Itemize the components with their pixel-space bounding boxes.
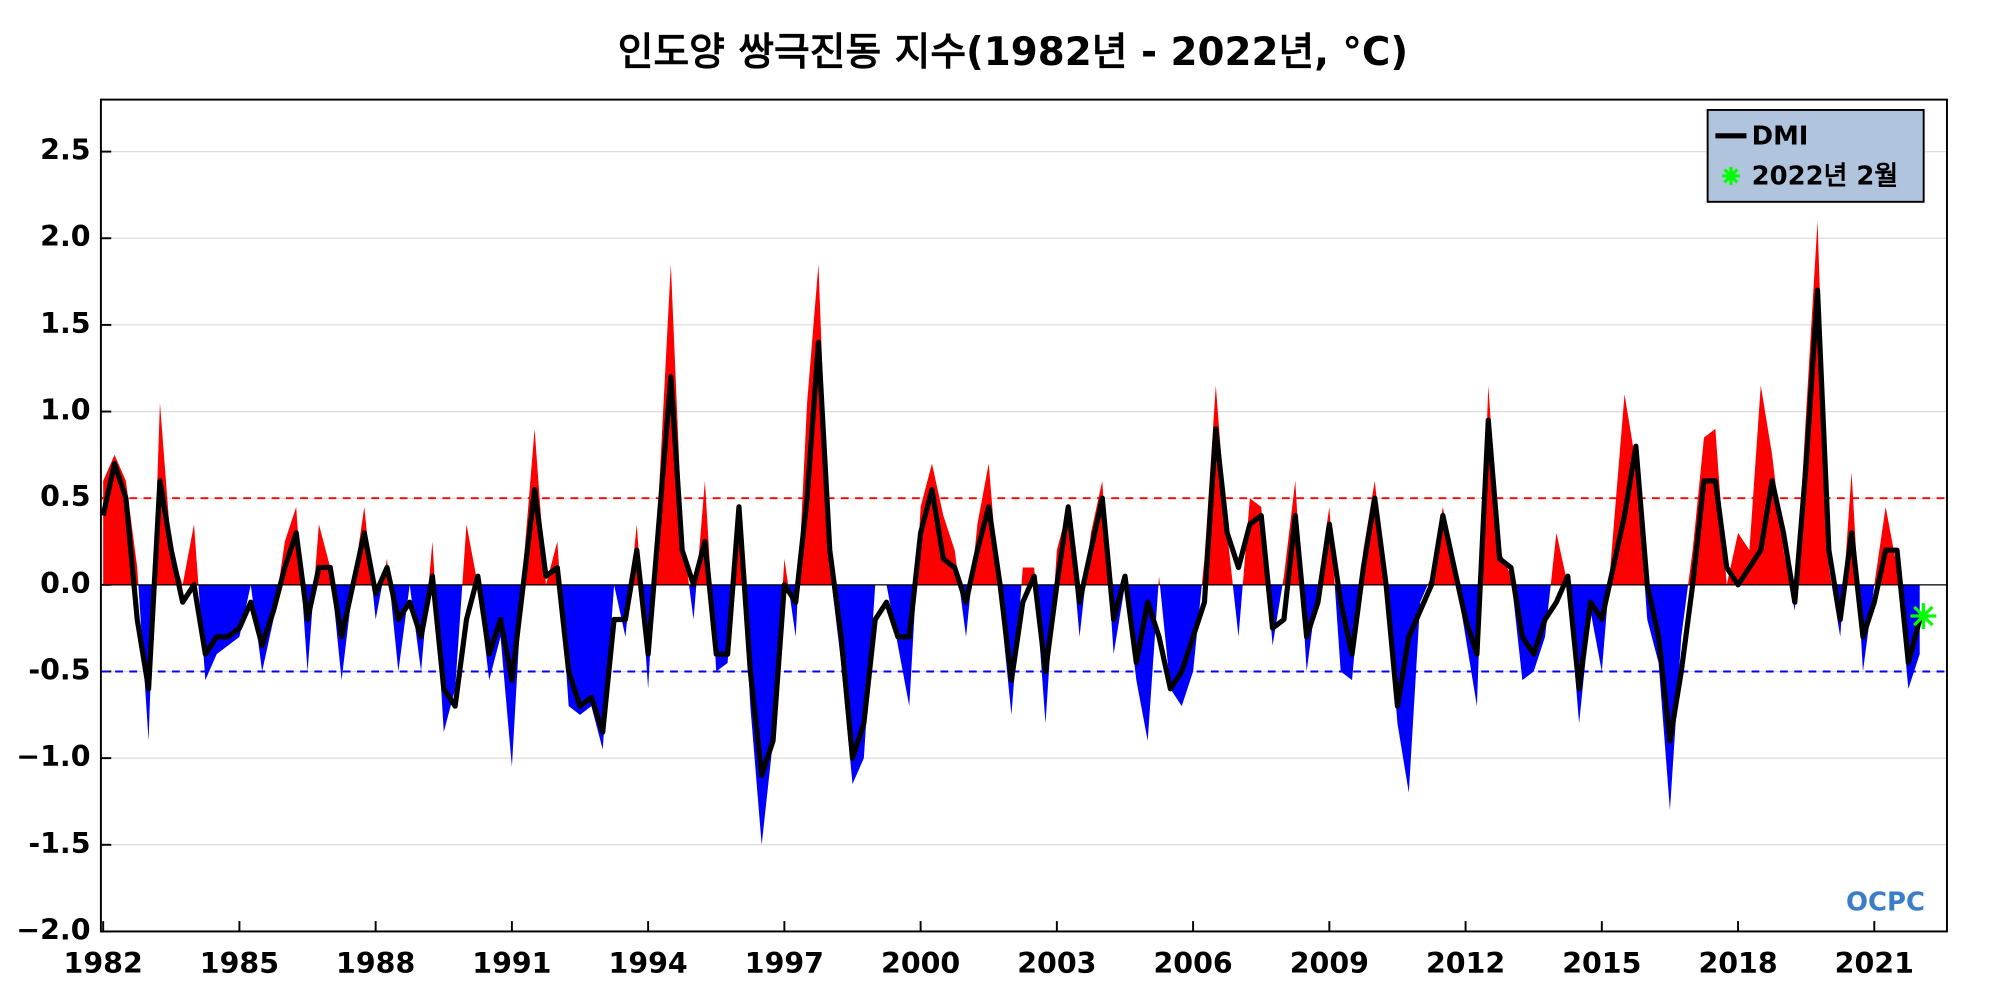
x-tick-label: 1985 <box>200 947 279 980</box>
x-tick-label: 1994 <box>609 947 688 980</box>
plot-frame <box>99 98 1948 933</box>
legend-label: 2022년 2월 <box>1752 162 1899 192</box>
logo: OCPC <box>1846 887 1925 917</box>
y-tick-label: −2.0 <box>16 913 90 946</box>
legend-box <box>1706 108 1925 203</box>
anomaly-area <box>103 220 1920 845</box>
x-tick-label: 1988 <box>336 947 415 980</box>
y-tick-label: -1.5 <box>28 827 90 860</box>
x-tick-label: 2021 <box>1835 947 1914 980</box>
x-tick-label: 2018 <box>1698 947 1777 980</box>
highlight-point <box>1910 603 1937 629</box>
y-tick-label: -0.5 <box>28 653 90 686</box>
y-tick-label: −1.0 <box>16 740 90 773</box>
y-tick-label: 1.0 <box>40 394 90 427</box>
y-tick-label: 2.5 <box>40 134 90 167</box>
legend-star-swatch <box>1721 166 1740 185</box>
x-tick-label: 2012 <box>1426 947 1505 980</box>
y-tick-label: 0.5 <box>40 480 90 513</box>
chart-title: 인도양 쌍극진동 지수(1982년 - 2022년, °C) <box>618 30 1408 75</box>
x-tick-label: 1991 <box>472 947 551 980</box>
x-tick-label: 2006 <box>1153 947 1232 980</box>
x-tick-label: 2003 <box>1017 947 1096 980</box>
x-tick-label: 1997 <box>745 947 824 980</box>
legend-label: DMI <box>1752 122 1809 152</box>
y-tick-label: 2.0 <box>40 220 90 253</box>
x-tick-label: 2015 <box>1562 947 1641 980</box>
x-tick-label: 2000 <box>881 947 960 980</box>
x-tick-label: 2009 <box>1290 947 1369 980</box>
dmi-line <box>100 287 1923 779</box>
y-tick-label: 1.5 <box>40 307 90 340</box>
x-tick-label: 1982 <box>64 947 143 980</box>
y-tick-label: 0.0 <box>40 567 90 600</box>
